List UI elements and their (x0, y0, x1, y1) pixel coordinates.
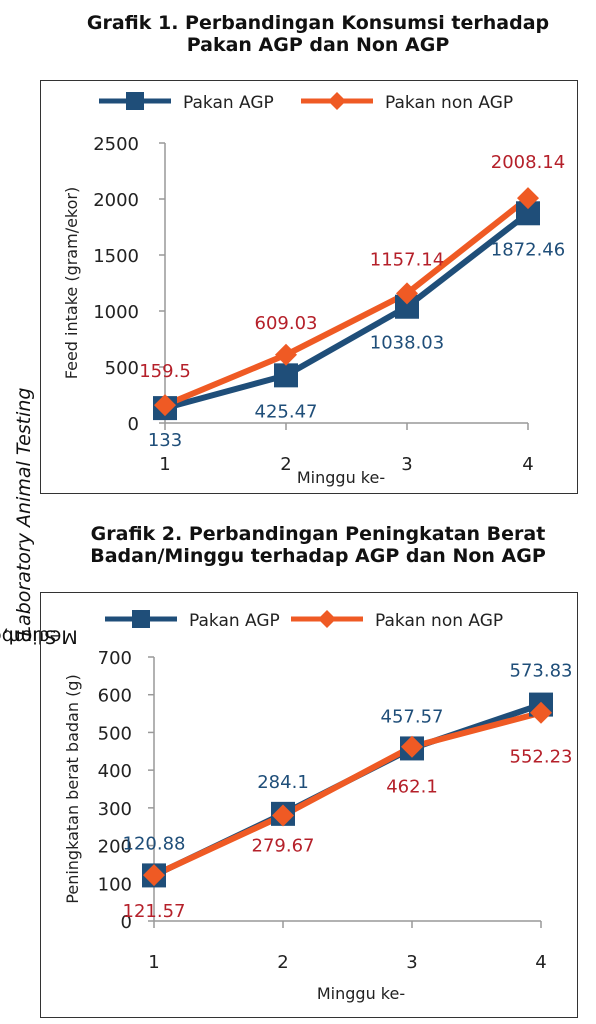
chart1-x-tick-label: 1 (159, 454, 170, 475)
source-text: Sumber : Laboratory Animal Testing Medio… (0, 387, 78, 647)
chart2-y-tick-label: 200 (98, 837, 132, 858)
chart2-title-line2: Badan/Minggu terhadap AGP dan Non AGP (90, 545, 546, 567)
chart2-legend-marker-1 (318, 610, 336, 628)
chart2-y-axis-label: Peningkatan berat badan (g) (63, 674, 82, 903)
chart1-y-tick-label: 0 (128, 414, 139, 435)
chart2-y-tick-label: 100 (98, 874, 132, 895)
chart1-data-label-non-agp: 1157.14 (370, 249, 444, 270)
chart2-x-tick-label: 3 (406, 952, 417, 973)
chart1-data-label-agp: 1872.46 (491, 239, 565, 260)
chart1-point-non-agp (154, 394, 176, 417)
chart2-legend-label-1: Pakan non AGP (375, 611, 503, 631)
chart1-data-label-non-agp: 609.03 (255, 313, 318, 334)
chart1-x-axis-label: Minggu ke- (297, 468, 385, 487)
chart2-point-non-agp (272, 804, 294, 827)
chart1-legend-marker-1 (328, 92, 346, 110)
chart1-svg: Pakan AGP Pakan non AGP 0 500 1000 1500 2000 25… (62, 92, 565, 487)
chart2-data-label-agp: 120.88 (123, 833, 186, 854)
chart2-x-tick-label: 2 (277, 952, 288, 973)
chart2-data-label-agp: 573.83 (510, 661, 573, 682)
chart1-data-label-non-agp: 2008.14 (491, 152, 565, 173)
chart1-data-label-non-agp: 159.5 (139, 361, 191, 382)
chart2-title: Grafik 2. Perbandingan Peningkatan Berat… (40, 523, 596, 567)
chart2-title-line1: Grafik 2. Perbandingan Peningkatan Berat (90, 523, 546, 545)
chart2-legend-label-0: Pakan AGP (189, 611, 280, 631)
chart2-y-tick-label: 500 (98, 723, 132, 744)
chart2-data-label-non-agp: 552.23 (510, 747, 573, 768)
chart2-x-axis-label: Minggu ke- (317, 984, 405, 1003)
chart1-y-tick-label: 2500 (93, 134, 139, 155)
chart1-frame: Pakan AGP Pakan non AGP 0 500 1000 1500 2000 25… (40, 80, 578, 494)
chart1-legend-marker-0 (126, 92, 144, 110)
chart1-point-agp (274, 363, 298, 388)
chart1-y-tick-label: 1000 (93, 302, 139, 323)
chart1-series-line-0 (164, 210, 530, 411)
chart2-x-tick-label: 4 (535, 952, 546, 973)
chart1-point-non-agp (275, 343, 297, 366)
chart1-point-non-agp (517, 187, 539, 210)
chart2-x-tick-label: 1 (148, 952, 159, 973)
chart2-y-tick-label: 300 (98, 799, 132, 820)
chart1-x-tick-label: 2 (280, 454, 291, 475)
chart1-y-tick-label: 500 (105, 358, 139, 379)
chart2-data-label-non-agp: 279.67 (252, 836, 315, 857)
chart2-point-non-agp (530, 701, 552, 724)
chart2-y-tick-label: 0 (121, 912, 132, 933)
chart2-data-label-agp: 284.1 (257, 772, 309, 793)
chart2-data-label-agp: 457.57 (381, 706, 444, 727)
source-italic: Laboratory Animal Testing (13, 387, 35, 637)
chart2-point-non-agp (401, 735, 423, 758)
chart2-point-non-agp (143, 864, 165, 887)
chart2-data-label-non-agp: 462.1 (386, 777, 438, 798)
chart1-data-label-agp: 1038.03 (370, 333, 444, 354)
chart2-y-tick-label: 700 (98, 648, 132, 669)
chart1-data-label-agp: 133 (148, 430, 182, 451)
chart1-legend-label-1: Pakan non AGP (385, 93, 513, 113)
chart1-title-line1: Grafik 1. Perbandingan Konsumsi terhadap (86, 12, 550, 34)
chart1-title-line2: Pakan AGP dan Non AGP (186, 34, 450, 56)
chart1-y-tick-label: 2000 (93, 190, 139, 211)
chart1-x-tick-label: 4 (522, 454, 533, 475)
chart1-y-tick-label: 1500 (93, 246, 139, 267)
chart2-frame: Pakan AGP Pakan non AGP 0 100 200 300 400 500 60… (40, 592, 578, 1018)
chart2-svg: Pakan AGP Pakan non AGP 0 100 200 300 400 500 60… (63, 610, 573, 1003)
chart1-data-label-agp: 425.47 (255, 401, 318, 422)
chart1-title: Grafik 1. Perbandingan Konsumsi terhadap… (40, 12, 596, 56)
chart2-legend-marker-0 (132, 610, 150, 628)
chart1-x-tick-label: 3 (401, 454, 412, 475)
chart2-series-line-1 (152, 709, 542, 878)
chart1-y-axis-label: Feed intake (gram/ekor) (62, 187, 81, 379)
chart2-data-label-non-agp: 121.57 (123, 901, 186, 922)
chart1-point-non-agp (396, 282, 418, 305)
chart1-legend-label-0: Pakan AGP (183, 93, 274, 113)
chart1-series-line-1 (163, 195, 530, 408)
chart2-y-tick-label: 600 (98, 686, 132, 707)
chart2-y-tick-label: 400 (98, 761, 132, 782)
